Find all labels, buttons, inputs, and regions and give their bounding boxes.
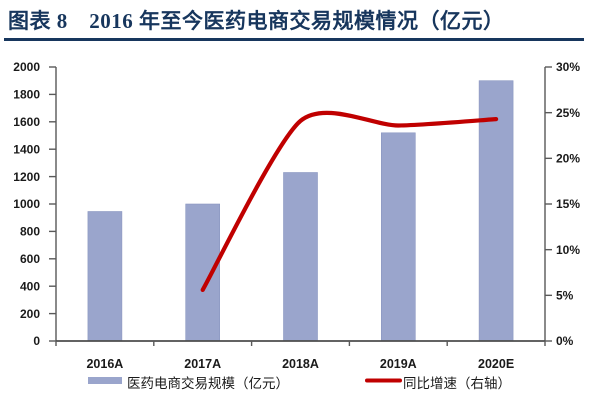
y-axis-label: 400 — [20, 279, 40, 293]
title-underline — [4, 38, 584, 41]
bar-2020E — [478, 80, 514, 342]
bar-2016A — [87, 211, 123, 342]
y-axis-label: 800 — [20, 225, 40, 239]
y-axis-label: 1000 — [13, 197, 40, 211]
right-axis-label: 20% — [556, 152, 580, 166]
y-axis-label: 0 — [33, 334, 40, 348]
x-axis-label: 2019A — [380, 357, 417, 371]
y-axis-label: 1400 — [13, 142, 40, 156]
legend-bar-label: 医药电商交易规模（亿元） — [127, 375, 289, 391]
legend-line-label: 同比增速（右轴） — [403, 376, 511, 391]
right-axis-label: 30% — [556, 60, 580, 74]
y-axis-label: 1800 — [13, 88, 40, 102]
right-axis-label: 10% — [556, 243, 580, 257]
right-axis-label: 5% — [556, 289, 574, 303]
bar-2018A — [283, 172, 318, 342]
x-axis-label: 2016A — [86, 357, 123, 371]
x-axis-label: 2018A — [282, 357, 319, 371]
y-axis-label: 1600 — [13, 115, 40, 129]
x-axis-label: 2017A — [184, 357, 221, 371]
y-axis-label: 200 — [20, 307, 40, 321]
growth-line — [200, 110, 499, 292]
right-axis-label: 25% — [556, 106, 580, 120]
y-axis-label: 600 — [20, 252, 40, 266]
x-axis-label: 2020E — [478, 357, 514, 371]
bar-2019A — [380, 132, 416, 342]
figure-title: 图表 8 2016 年至今医药电商交易规模情况（亿元） — [8, 9, 505, 33]
y-axis-label: 2000 — [13, 60, 40, 74]
legend: 医药电商交易规模（亿元） 同比增速（右轴） — [88, 375, 511, 391]
bar-2017A — [185, 203, 220, 342]
right-axis-label: 15% — [556, 197, 580, 211]
right-axis-label: 0% — [556, 334, 574, 348]
y-axis-label: 1200 — [13, 170, 40, 184]
legend-bar-swatch — [88, 377, 122, 384]
